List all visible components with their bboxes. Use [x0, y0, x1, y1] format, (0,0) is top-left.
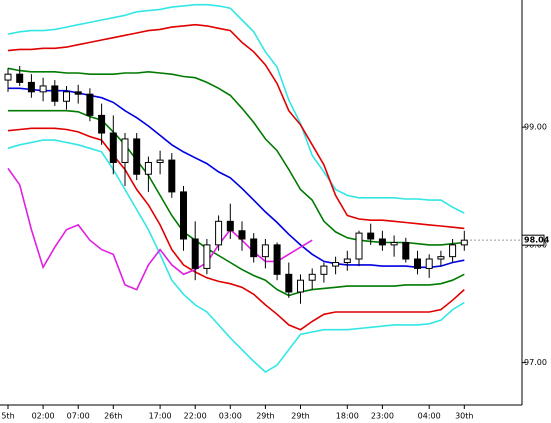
indicator-line [8, 109, 465, 297]
candle-body [226, 220, 234, 232]
x-tick-label: 04:00 [418, 412, 441, 421]
candle-body [51, 85, 59, 102]
candle-body [191, 238, 199, 269]
x-tick-label: 22:00 [184, 412, 207, 421]
x-tick-label: 23:00 [371, 412, 394, 421]
x-tick-label: 26th [104, 412, 122, 421]
candle-body [203, 244, 211, 269]
candle-body [460, 239, 468, 246]
x-tick-label: 07:00 [67, 412, 90, 421]
candle-body [144, 161, 152, 175]
candle-body [109, 132, 117, 163]
candle-body [308, 273, 316, 281]
candle-body [16, 73, 24, 83]
candle-body [156, 159, 164, 163]
candle-body [437, 256, 445, 260]
x-tick-label: 30th [455, 412, 473, 421]
x-tick-label: 5th [1, 412, 14, 421]
indicator-line [7, 127, 465, 331]
candle-body [86, 93, 94, 116]
candle-body [168, 159, 176, 193]
candle-body [215, 220, 223, 246]
candle-body [273, 244, 281, 275]
candle-body [343, 258, 351, 264]
candle-body [74, 91, 82, 95]
x-tick-label: 17:00 [149, 412, 172, 421]
candle-body [449, 244, 457, 258]
x-tick-label: 29th [291, 412, 309, 421]
candle-body [355, 232, 363, 260]
candle-body [378, 238, 386, 246]
candle-body [63, 91, 70, 102]
candle-body [285, 273, 293, 293]
candle-body [402, 242, 410, 260]
indicator-line [7, 139, 465, 373]
candle-body [414, 258, 421, 269]
candle-body [27, 81, 35, 93]
candle-body [250, 238, 258, 258]
x-tick-label: 29th [256, 412, 274, 421]
candle-body [425, 258, 433, 269]
last-price-box [521, 234, 545, 246]
indicator-line [7, 3, 465, 214]
candle-body [180, 191, 187, 240]
candle-body [98, 114, 106, 134]
candle-body [332, 262, 340, 267]
candle-body [39, 85, 47, 93]
candle-body [4, 73, 12, 81]
indicator-line [7, 23, 465, 230]
indicator-line [7, 167, 313, 291]
y-tick-label: 99.00 [524, 123, 547, 132]
x-tick-label: 03:00 [219, 412, 242, 421]
x-tick-label: 02:00 [32, 412, 55, 421]
candle-body [133, 138, 141, 175]
x-tick-label: 18:00 [336, 412, 359, 421]
candle-body [261, 244, 269, 258]
candle-body [238, 230, 246, 240]
candle-body [121, 138, 129, 163]
candle-body [367, 232, 375, 240]
candle-body [320, 265, 328, 275]
indicator-line [7, 67, 465, 246]
candle-body [390, 242, 398, 246]
indicator-line [8, 87, 465, 269]
candle-body [297, 279, 304, 293]
last-price-label: 98.04 [524, 236, 550, 245]
y-tick-label: 97.00 [524, 358, 547, 367]
